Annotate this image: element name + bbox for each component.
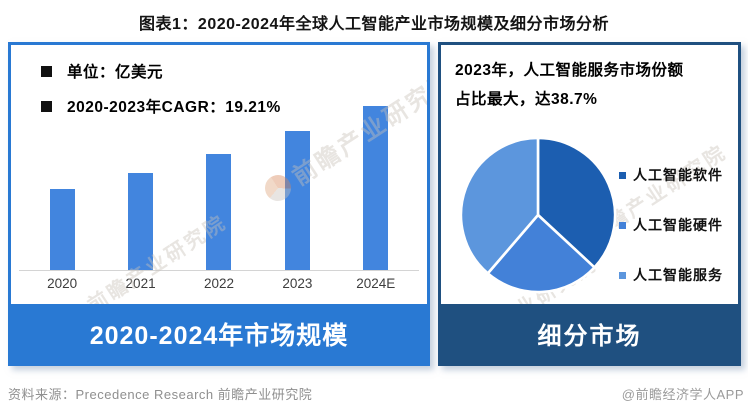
bar-chart-legend: 单位：亿美元 2020-2023年CAGR：19.21%	[41, 60, 281, 130]
black-square-bullet-icon	[41, 65, 52, 77]
bar-2021	[128, 173, 154, 270]
source-label: 资料来源：Precedence Research 前瞻产业研究院	[8, 387, 313, 402]
pie-legend-label: 人工智能硬件	[633, 217, 723, 233]
page-title: 图表1：2020-2024年全球人工智能产业市场规模及细分市场分析	[139, 16, 609, 33]
pie-chart-wrap	[456, 133, 620, 297]
x-tick-label: 2023	[282, 276, 313, 291]
x-tick-label: 2024E	[356, 276, 396, 291]
x-axis-line	[19, 270, 419, 271]
bar-xlabels: 2020 2021 2022 2023 2024E	[23, 276, 415, 291]
pie-chart	[459, 136, 617, 294]
pie-headline: 2023年，人工智能服务市场份额 占比最大，达38.7%	[455, 56, 730, 114]
credit-label: @前瞻经济学人APP	[621, 387, 744, 402]
unit-label: 单位：亿美元	[67, 64, 164, 81]
pie-slice-2	[486, 213, 596, 294]
bar-2023	[284, 131, 310, 270]
cagr-label: 2020-2023年CAGR：19.21%	[67, 99, 281, 116]
pie-legend-item-services: 人工智能服务	[619, 265, 723, 285]
x-tick-label: 2022	[203, 276, 234, 291]
pie-legend-item-hardware: 人工智能硬件	[619, 215, 723, 235]
legend-swatch-icon	[619, 271, 626, 279]
legend-row-cagr: 2020-2023年CAGR：19.21%	[41, 95, 281, 117]
footer: 资料来源：Precedence Research 前瞻产业研究院 @前瞻经济学人…	[0, 382, 748, 404]
pie-legend-label: 人工智能软件	[633, 167, 723, 183]
pie-chart-banner: 细分市场	[441, 304, 738, 363]
pie-chart-panel: 2023年，人工智能服务市场份额 占比最大，达38.7% 前瞻产业研究院 前瞻产…	[438, 42, 741, 366]
pie-slice-1	[536, 136, 617, 269]
legend-swatch-icon	[619, 171, 626, 179]
pie-headline-line1: 2023年，人工智能服务市场份额	[455, 62, 684, 79]
bar-chart-banner: 2020-2024年市场规模	[11, 304, 427, 363]
x-tick-label: 2020	[47, 276, 78, 291]
bar-chart-panel: 单位：亿美元 2020-2023年CAGR：19.21% 前瞻产业研究院 前瞻产…	[8, 42, 430, 366]
bar-2024E	[363, 106, 389, 270]
legend-swatch-icon	[619, 221, 626, 229]
black-square-bullet-icon	[41, 100, 52, 112]
bar-2020	[49, 189, 75, 270]
pie-legend-item-software: 人工智能软件	[619, 165, 723, 185]
pie-legend-label: 人工智能服务	[633, 267, 723, 283]
bar-2022	[206, 154, 232, 270]
x-tick-label: 2021	[125, 276, 156, 291]
pie-headline-line2: 占比最大，达38.7%	[455, 91, 598, 108]
legend-row-unit: 单位：亿美元	[41, 60, 281, 82]
pie-legend: 人工智能软件 人工智能硬件 人工智能服务	[619, 165, 723, 285]
bar-chart-area	[23, 106, 415, 270]
pie-slice-3	[459, 136, 540, 275]
